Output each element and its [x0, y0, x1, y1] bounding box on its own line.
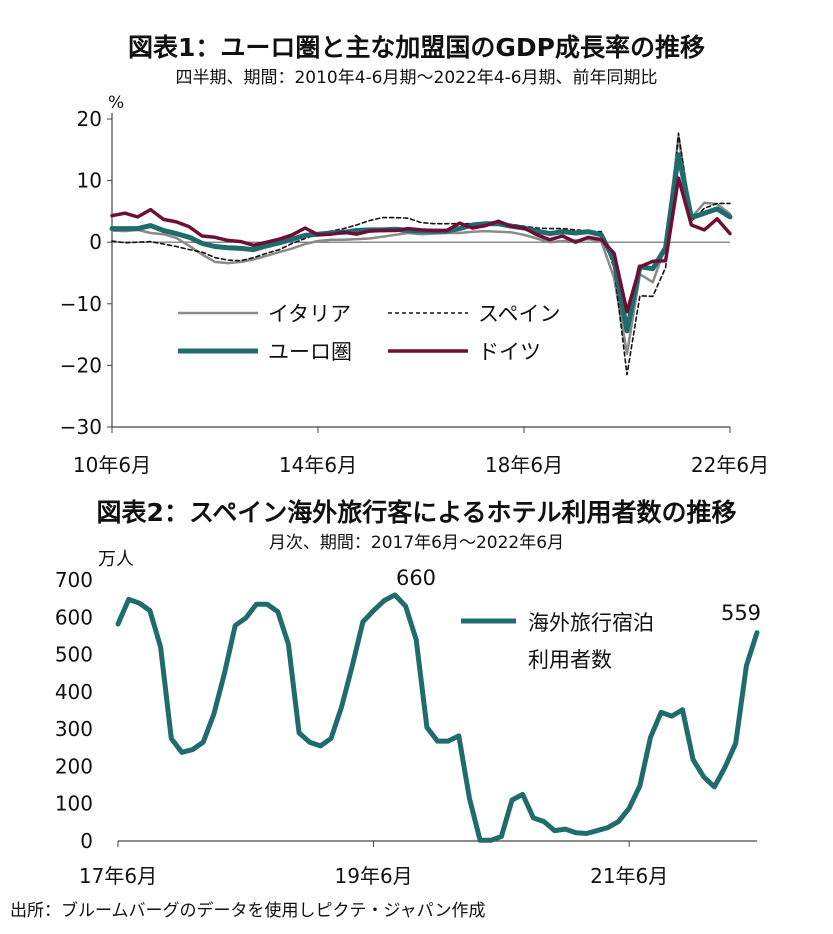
chart2-annotation-559: 559: [721, 601, 761, 625]
chart2-ylabel: 万人: [98, 549, 134, 570]
chart1-legend-label: ドイツ: [478, 340, 541, 364]
chart1-x-tick-label: 10年6月: [73, 453, 151, 477]
chart1-y-tick-label: 0: [89, 230, 102, 254]
chart2-series-line: [115, 592, 760, 843]
chart1-series-line-1: [111, 132, 731, 376]
chart2-title: 図表2：スペイン海外旅行客によるホテル利用者数の推移: [96, 498, 737, 527]
chart2-legend-label: 海外旅行宿泊: [528, 611, 654, 635]
chart2-annotation-660: 660: [396, 566, 436, 590]
chart1-plot: % 20 10 0 −10 −20 −30 10年6月 14年6月 18年6月 22年6月 イタリア…: [60, 93, 769, 477]
chart1-x-tick-label: 22年6月: [691, 453, 769, 477]
chart2-y-tick-label: 300: [55, 717, 93, 741]
chart2-y-tick-label: 600: [55, 605, 93, 629]
chart1-y-tick-label: −30: [60, 415, 102, 439]
chart2-y-tick-label: 100: [55, 792, 93, 816]
chart1-title: 図表1：ユーロ圏と主な加盟国のGDP成長率の推移: [128, 33, 705, 62]
chart1-y-tick-label: −20: [60, 353, 102, 377]
chart2-y-tick-label: 700: [55, 568, 93, 592]
chart1-x-tick-label: 18年6月: [485, 453, 563, 477]
source-note: 出所：ブルームバーグのデータを使用しピクテ・ジャパン作成: [10, 901, 486, 921]
chart1-legend-label: スペイン: [478, 302, 561, 326]
chart1-y-tick-label: 10: [77, 169, 102, 193]
chart1-legend-label: ユーロ圏: [268, 340, 352, 364]
chart2-y-tick-label: 0: [80, 829, 93, 853]
chart2-y-tick-label: 400: [55, 680, 93, 704]
chart1-y-tick-label: −10: [60, 292, 102, 316]
chart1-series-line-0: [110, 135, 732, 355]
chart2-x-tick-label: 19年6月: [335, 864, 413, 888]
chart2-x-tick-label: 17年6月: [79, 864, 157, 888]
chart1-y-tick-label: 20: [77, 107, 102, 131]
chart1-legend-label: イタリア: [268, 302, 351, 326]
chart2-y-tick-label: 500: [55, 643, 93, 667]
chart2-x-tick-label: 21年6月: [590, 864, 668, 888]
chart2-legend-label: 利用者数: [528, 648, 612, 672]
chart2-subtitle: 月次、期間：2017年6月～2022年6月: [268, 533, 565, 553]
chart2-y-tick-label: 200: [55, 754, 93, 778]
chart1-ylabel: %: [108, 93, 124, 113]
chart1-x-tick-label: 14年6月: [279, 453, 357, 477]
chart1-subtitle: 四半期、期間：2010年4-6月期～2022年4-6月期、前年同期比: [175, 68, 658, 88]
chart1-series-line-3: [110, 176, 732, 314]
